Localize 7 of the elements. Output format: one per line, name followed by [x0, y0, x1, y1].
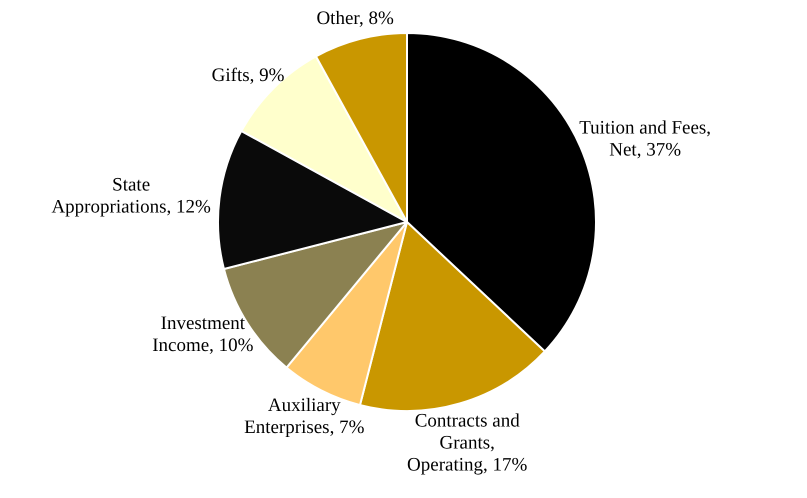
slice-label: Other, 8%: [316, 8, 394, 29]
slice-label: Tuition and Fees, Net, 37%: [579, 117, 712, 160]
slice-label: State Appropriations, 12%: [51, 174, 211, 218]
slice-label: Investment Income, 10%: [152, 312, 254, 356]
slice-label: Gifts, 9%: [212, 64, 285, 86]
slice-label: Auxiliary Enterprises, 7%: [244, 394, 365, 438]
slice-label: Contracts and Grants, Operating, 17%: [407, 410, 528, 476]
